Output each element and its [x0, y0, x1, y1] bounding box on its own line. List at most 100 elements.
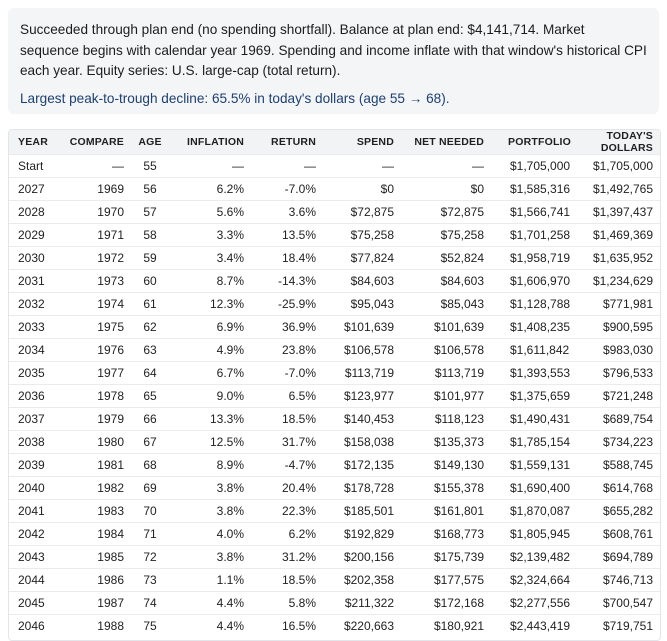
table-row: 2032 1974 61 12.3% -25.9% $95,043 $85,043 $1,12… [9, 292, 660, 316]
cell-age: 66 [126, 407, 174, 431]
table-row: 2035 1977 64 6.7% -7.0% $113,719 $113,719 $1,39… [9, 361, 660, 385]
cell-todays-dollars: $1,234,629 [568, 269, 660, 293]
cell-spend: $178,728 [326, 476, 400, 500]
table-row: 2027 1969 56 6.2% -7.0% $0 $0 $1,585,316 $1,492,… [9, 177, 660, 201]
table-row: 2037 1979 66 13.3% 18.5% $140,453 $118,123 $1,4… [9, 407, 660, 431]
cell-year: 2039 [9, 453, 54, 477]
table-row: 2033 1975 62 6.9% 36.9% $101,639 $101,639 $1,40… [9, 315, 660, 339]
cell-age: 64 [126, 361, 174, 385]
projection-table-container[interactable]: YEAR COMPARE AGE INFLATION RETURN SPEND … [8, 129, 661, 641]
cell-portfolio: $1,490,431 [488, 407, 570, 431]
cell-spend: $101,639 [326, 315, 400, 339]
table-row: 2040 1982 69 3.8% 20.4% $178,728 $155,378 $1,69… [9, 476, 660, 500]
cell-portfolio: $1,805,945 [488, 522, 570, 546]
cell-compare: 1981 [54, 453, 126, 477]
cell-age: 70 [126, 499, 174, 523]
cell-net-needed: $118,123 [400, 407, 488, 431]
cell-spend: $200,156 [326, 545, 400, 569]
cell-inflation: 8.9% [174, 453, 256, 477]
cell-age: 62 [126, 315, 174, 339]
cell-net-needed: $149,130 [400, 453, 488, 477]
cell-net-needed: $72,875 [400, 200, 488, 224]
cell-year: Start [9, 154, 54, 178]
cell-year: 2030 [9, 246, 54, 270]
cell-spend: $172,135 [326, 453, 400, 477]
cell-spend: $113,719 [326, 361, 400, 385]
table-header: YEAR COMPARE AGE INFLATION RETURN SPEND … [9, 130, 660, 155]
cell-age: 58 [126, 223, 174, 247]
col-header-inflation: INFLATION [174, 130, 256, 155]
cell-compare: — [54, 154, 126, 178]
cell-spend: $211,322 [326, 591, 400, 615]
table-row: 2031 1973 60 8.7% -14.3% $84,603 $84,603 $1,606… [9, 269, 660, 293]
cell-year: 2028 [9, 200, 54, 224]
cell-return: -4.7% [256, 453, 326, 477]
cell-portfolio: $1,785,154 [488, 430, 570, 454]
table-body: Start —55— — — — $1,705,000 $1,705,000 2027 1969… [9, 154, 660, 637]
cell-todays-dollars: $746,713 [568, 568, 660, 592]
cell-portfolio: $1,566,741 [488, 200, 570, 224]
cell-return: 13.5% [256, 223, 326, 247]
cell-return: 16.5% [256, 614, 326, 637]
cell-net-needed: $75,258 [400, 223, 488, 247]
cell-portfolio: $2,277,556 [488, 591, 570, 615]
cell-spend: $202,358 [326, 568, 400, 592]
col-header-net-needed: NET NEEDED [400, 130, 488, 155]
cell-compare: 1975 [54, 315, 126, 339]
table-row: 2030 1972 59 3.4% 18.4% $77,824 $52,824 $1,958,… [9, 246, 660, 270]
cell-compare: 1970 [54, 200, 126, 224]
cell-compare: 1972 [54, 246, 126, 270]
cell-inflation: 3.4% [174, 246, 256, 270]
cell-todays-dollars: $1,492,765 [568, 177, 660, 201]
cell-spend: $95,043 [326, 292, 400, 316]
cell-age: 60 [126, 269, 174, 293]
cell-net-needed: $155,378 [400, 476, 488, 500]
cell-age: 57 [126, 200, 174, 224]
cell-return: 3.6% [256, 200, 326, 224]
cell-portfolio: $1,559,131 [488, 453, 570, 477]
cell-return: 31.2% [256, 545, 326, 569]
cell-todays-dollars: $700,547 [568, 591, 660, 615]
cell-return: 18.4% [256, 246, 326, 270]
cell-year: 2042 [9, 522, 54, 546]
cell-return: -25.9% [256, 292, 326, 316]
cell-inflation: 4.4% [174, 614, 256, 637]
cell-compare: 1979 [54, 407, 126, 431]
cell-spend: $140,453 [326, 407, 400, 431]
cell-spend: $185,501 [326, 499, 400, 523]
cell-spend: $72,875 [326, 200, 400, 224]
cell-return: -14.3% [256, 269, 326, 293]
cell-spend: $106,578 [326, 338, 400, 362]
cell-portfolio: $1,611,842 [488, 338, 569, 362]
cell-net-needed: $175,739 [400, 545, 488, 569]
cell-return: 36.9% [256, 315, 326, 339]
cell-portfolio: $2,443,419 [488, 614, 570, 637]
cell-portfolio: $2,139,482 [488, 545, 570, 569]
cell-inflation: 8.7% [174, 269, 256, 293]
table-row: 2036 1978 65 9.0% 6.5% $123,977 $101,977 $1,375… [9, 384, 660, 408]
table-row: Start —55— — — — $1,705,000 $1,705,000 [9, 154, 660, 178]
cell-portfolio: $1,585,316 [488, 177, 570, 201]
cell-net-needed: $177,575 [400, 568, 488, 592]
cell-year: 2029 [9, 223, 54, 247]
cell-compare: 1985 [54, 545, 126, 569]
cell-net-needed: $135,373 [400, 430, 488, 454]
result-summary-panel: Succeeded through plan end (no spending … [8, 8, 659, 114]
cell-inflation: 12.5% [174, 430, 256, 454]
cell-todays-dollars: $588,745 [568, 453, 660, 477]
cell-portfolio: $1,393,553 [488, 361, 570, 385]
cell-return: 6.2% [256, 522, 326, 546]
cell-net-needed: — [400, 154, 488, 178]
cell-age: 55 [126, 154, 174, 178]
cell-compare: 1980 [54, 430, 126, 454]
cell-spend: $77,824 [326, 246, 400, 270]
cell-age: 65 [126, 384, 174, 408]
cell-compare: 1977 [54, 361, 126, 385]
cell-net-needed: $172,168 [400, 591, 488, 615]
cell-compare: 1969 [54, 177, 126, 201]
cell-year: 2034 [9, 338, 54, 362]
cell-portfolio: $1,606,970 [488, 269, 570, 293]
cell-age: 73 [126, 568, 174, 592]
cell-inflation: 4.0% [174, 522, 256, 546]
cell-age: 67 [126, 430, 174, 454]
